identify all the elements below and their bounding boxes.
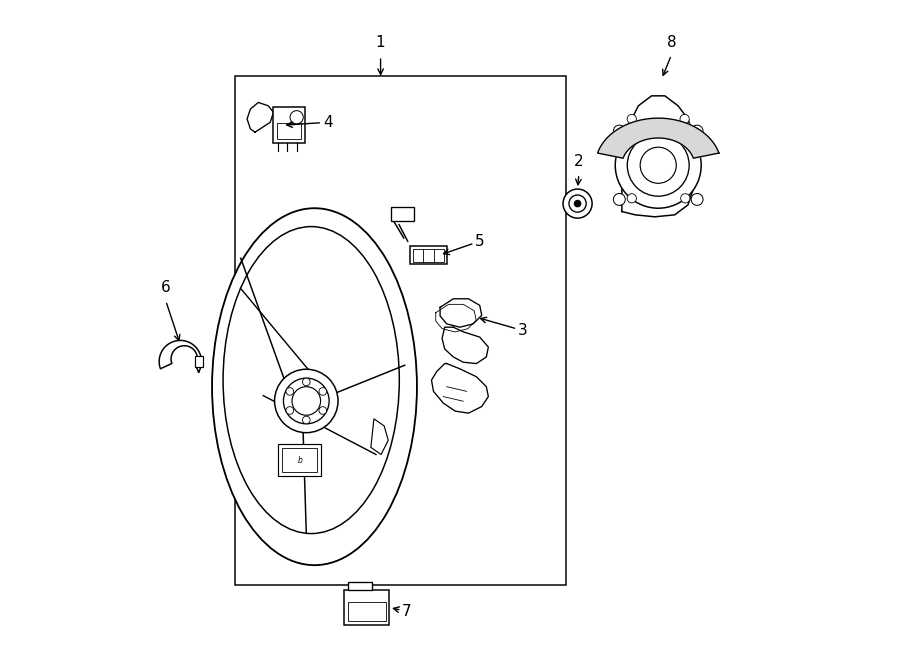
Bar [195, 356, 203, 367]
Bar [391, 207, 414, 221]
Circle shape [574, 200, 580, 207]
Circle shape [627, 194, 636, 203]
Bar [278, 444, 321, 476]
Circle shape [680, 194, 690, 203]
Polygon shape [248, 102, 274, 132]
Circle shape [691, 125, 703, 137]
Ellipse shape [223, 227, 400, 533]
Circle shape [569, 195, 586, 212]
Circle shape [627, 134, 689, 196]
Polygon shape [440, 299, 482, 327]
Bar [283, 448, 317, 472]
Circle shape [614, 194, 626, 206]
Circle shape [680, 114, 689, 124]
Ellipse shape [212, 208, 417, 565]
Circle shape [616, 122, 701, 208]
Circle shape [319, 387, 327, 395]
Circle shape [286, 407, 293, 414]
Bar [413, 249, 444, 262]
Circle shape [284, 378, 329, 424]
Circle shape [319, 407, 327, 414]
Circle shape [640, 147, 676, 183]
Circle shape [691, 194, 703, 206]
Circle shape [286, 387, 293, 395]
Polygon shape [431, 364, 489, 413]
Text: 2: 2 [574, 155, 584, 169]
Circle shape [274, 369, 338, 433]
Bar [235, 76, 566, 585]
Text: 5: 5 [475, 234, 484, 249]
Circle shape [290, 110, 303, 124]
Circle shape [302, 416, 310, 424]
Bar [277, 123, 301, 139]
Bar [347, 582, 373, 590]
Polygon shape [371, 419, 388, 455]
Circle shape [563, 189, 592, 218]
Polygon shape [598, 118, 719, 158]
Circle shape [627, 114, 636, 124]
Text: 1: 1 [376, 36, 385, 50]
Bar [344, 590, 389, 625]
Circle shape [292, 387, 320, 415]
Text: 4: 4 [323, 115, 332, 130]
Text: 6: 6 [161, 280, 171, 295]
Bar [410, 246, 446, 264]
Text: 8: 8 [667, 36, 676, 50]
Bar [273, 107, 304, 143]
Circle shape [614, 125, 626, 137]
Bar [347, 602, 386, 621]
Polygon shape [442, 327, 489, 364]
Polygon shape [622, 96, 695, 217]
Text: 3: 3 [518, 323, 527, 338]
Circle shape [302, 378, 310, 386]
Text: b: b [297, 455, 302, 465]
Text: 7: 7 [402, 604, 412, 619]
Polygon shape [159, 340, 202, 372]
